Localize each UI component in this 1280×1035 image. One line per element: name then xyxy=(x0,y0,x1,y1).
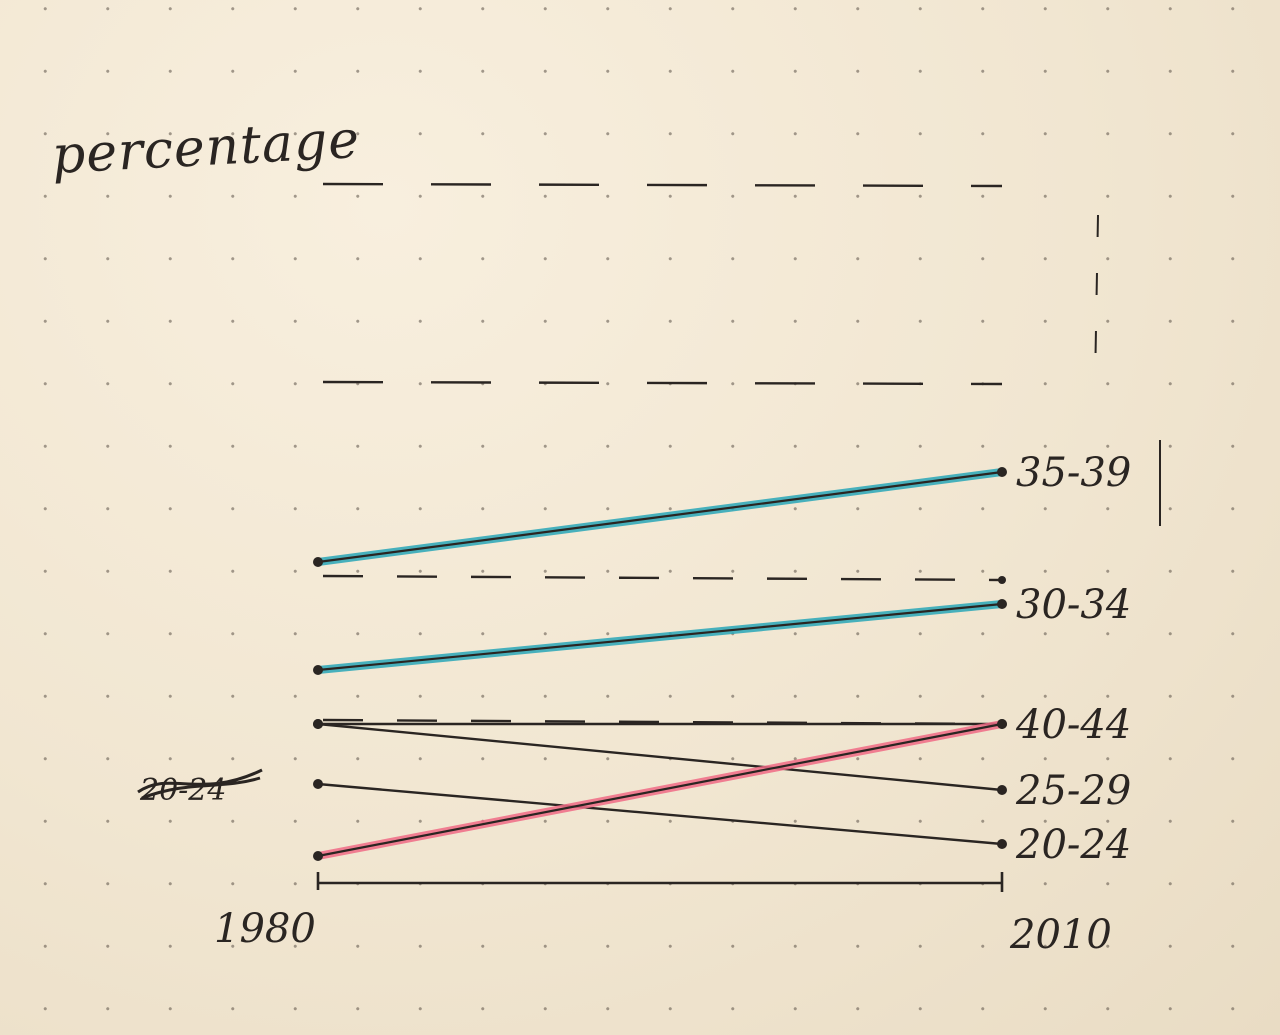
series-end-point xyxy=(997,785,1007,795)
right-vertical-dashed-line xyxy=(1094,214,1099,386)
x-tick-label-1980: 1980 xyxy=(214,906,316,952)
reference-line xyxy=(322,718,1003,726)
series-start-point xyxy=(313,557,323,567)
series-start-point xyxy=(313,719,323,729)
series-start-point xyxy=(313,779,323,789)
x-tick-label-2010: 2010 xyxy=(1009,912,1112,958)
upper-reference-line xyxy=(322,380,1003,386)
series-line xyxy=(317,722,1003,792)
scribble-mark xyxy=(137,768,263,800)
series-end-point xyxy=(997,719,1007,729)
series-end-point xyxy=(997,599,1007,609)
series-line xyxy=(317,602,1003,672)
series-label: 25-29 xyxy=(1015,768,1131,814)
reference-end-point xyxy=(998,576,1006,584)
series-label: 40-44 xyxy=(1015,702,1131,748)
series-end-point xyxy=(997,839,1007,849)
series-start-point xyxy=(313,851,323,861)
series-label: 20-24 xyxy=(1015,822,1131,868)
series-line xyxy=(317,722,1003,858)
series-line xyxy=(317,782,1003,846)
crossed-out-label: 20-24 xyxy=(139,773,226,808)
series-label: 35-39 xyxy=(1016,450,1131,496)
series-label: 30-34 xyxy=(1016,582,1131,628)
series-line xyxy=(317,470,1003,564)
series-end-point xyxy=(997,467,1007,477)
reference-line xyxy=(322,574,1003,582)
series-start-point xyxy=(313,665,323,675)
upper-reference-line xyxy=(322,182,1003,188)
